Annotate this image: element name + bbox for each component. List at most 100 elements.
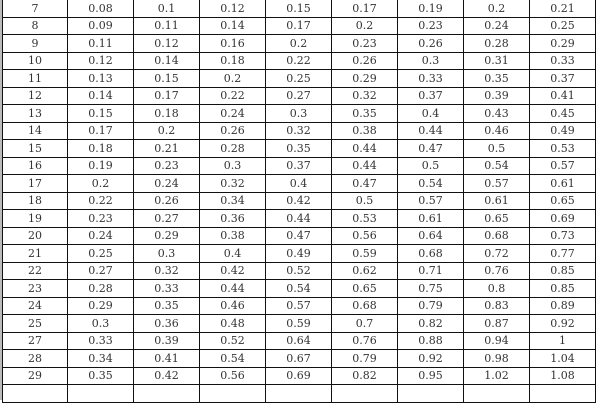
table-row: 29 0.35 0.42 0.56 0.69 0.82 0.95 1.02 1.08: [2, 366, 596, 385]
table-cell: 0.3: [397, 51, 464, 70]
table-cell: 15: [2, 139, 68, 158]
table-cell: 0.65: [463, 209, 530, 228]
table-cell: 0.23: [133, 156, 200, 175]
table-cell: 0.17: [265, 16, 332, 35]
table-row: 16 0.19 0.23 0.3 0.37 0.44 0.5 0.54 0.57: [2, 156, 596, 175]
table-cell: 0.4: [265, 174, 332, 193]
table-cell: 27: [2, 331, 68, 350]
table-cell: 28: [2, 349, 68, 368]
table-cell: 0.94: [463, 331, 530, 350]
table-row: 22 0.27 0.32 0.42 0.52 0.62 0.71 0.76 0.85: [2, 261, 596, 280]
table-cell: 0.56: [331, 226, 398, 245]
table-row: 15 0.18 0.21 0.28 0.35 0.44 0.47 0.5 0.53: [2, 139, 596, 158]
table-cell: 0.95: [397, 366, 464, 385]
table-cell: 0.12: [133, 34, 200, 53]
table-cell: 0.2: [199, 69, 266, 88]
table-cell: 0.18: [133, 104, 200, 123]
table-cell: 0.18: [67, 139, 134, 158]
table-cell: 0.25: [67, 244, 134, 263]
table-cell: 10: [2, 51, 68, 70]
table-cell: 0.33: [529, 51, 596, 70]
table-cell: 0.76: [331, 331, 398, 350]
table-cell: 0.15: [265, 0, 332, 18]
table-cell: 0.44: [397, 121, 464, 140]
table-cell: 0.54: [397, 174, 464, 193]
table-cell: 0.44: [265, 209, 332, 228]
table-cell: 0.2: [133, 121, 200, 140]
table-cell: 0.12: [67, 51, 134, 70]
table-cell: 0.25: [265, 69, 332, 88]
table-cell: 0.36: [133, 314, 200, 333]
table-cell: 0.4: [199, 244, 266, 263]
table-cell: 0.47: [265, 226, 332, 245]
table-cell: 1.04: [529, 349, 596, 368]
table-cell: 23: [2, 279, 68, 298]
table-row: 19 0.23 0.27 0.36 0.44 0.53 0.61 0.65 0.69: [2, 209, 596, 228]
table-cell: 0.17: [331, 0, 398, 18]
table-cell: 0.44: [199, 279, 266, 298]
table-cell: 0.2: [463, 0, 530, 18]
table-cell: 0.24: [67, 226, 134, 245]
table-cell: 0.23: [67, 209, 134, 228]
table-cell: 0.37: [265, 156, 332, 175]
table-cell: 0.26: [199, 121, 266, 140]
table-cell: 21: [2, 244, 68, 263]
table-cell: 0.65: [529, 191, 596, 210]
table-cell: 0.83: [463, 296, 530, 315]
table-cell: 0.38: [331, 121, 398, 140]
table-cell: 1: [529, 331, 596, 350]
table-cell: 0.27: [133, 209, 200, 228]
table-cell: 0.15: [133, 69, 200, 88]
table-cell: 13: [2, 104, 68, 123]
table-cell: 0.29: [133, 226, 200, 245]
table-cell: 0.45: [529, 104, 596, 123]
table-cell: 0.11: [133, 16, 200, 35]
table-cell: 0.59: [265, 314, 332, 333]
table-cell: 0.79: [331, 349, 398, 368]
table-cell: 0.79: [397, 296, 464, 315]
table-cell: 0.21: [529, 0, 596, 18]
table-cell: 0.4: [397, 104, 464, 123]
table-cell: 0.48: [199, 314, 266, 333]
table-cell: 0.68: [463, 226, 530, 245]
table-cell: 0.57: [265, 296, 332, 315]
table-cell: 11: [2, 69, 68, 88]
table-cell: 0.32: [199, 174, 266, 193]
table-cell: 0.89: [529, 296, 596, 315]
table-cell: 0.33: [397, 69, 464, 88]
table-cell: 0.98: [463, 349, 530, 368]
table-cell: 0.5: [331, 191, 398, 210]
table-cell: 0.2: [265, 34, 332, 53]
table-row: 14 0.17 0.2 0.26 0.32 0.38 0.44 0.46 0.49: [2, 121, 596, 140]
table-cell: 0.53: [331, 209, 398, 228]
table-cell: 0.13: [67, 69, 134, 88]
table-cell: 0.53: [529, 139, 596, 158]
table-row: 13 0.15 0.18 0.24 0.3 0.35 0.4 0.43 0.45: [2, 104, 596, 123]
table-cell: 0.54: [199, 349, 266, 368]
table-cell: 0.2: [331, 16, 398, 35]
table-cell: 0.57: [463, 174, 530, 193]
table-cell: [199, 384, 266, 403]
table-cell: 0.49: [529, 121, 596, 140]
table-cell: 1.02: [463, 366, 530, 385]
table-cell: 0.7: [331, 314, 398, 333]
table-cell: [397, 384, 464, 403]
table-cell: 0.73: [529, 226, 596, 245]
table-cell: 0.34: [199, 191, 266, 210]
table-cell: 0.27: [265, 86, 332, 105]
table-cell: 0.39: [463, 86, 530, 105]
table-cell: 0.87: [463, 314, 530, 333]
table-cell: 0.76: [463, 261, 530, 280]
table-cell: 0.19: [397, 0, 464, 18]
table-cell: 0.19: [67, 156, 134, 175]
table-cell: 0.34: [67, 349, 134, 368]
table-cell: 16: [2, 156, 68, 175]
table-cell: 0.56: [199, 366, 266, 385]
table-cell: 0.42: [133, 366, 200, 385]
table-cell: 0.65: [331, 279, 398, 298]
table-cell: 0.61: [463, 191, 530, 210]
table-cell: 0.29: [67, 296, 134, 315]
table-cell: 0.39: [133, 331, 200, 350]
table-cell: 0.41: [133, 349, 200, 368]
table-cell: [2, 384, 68, 403]
